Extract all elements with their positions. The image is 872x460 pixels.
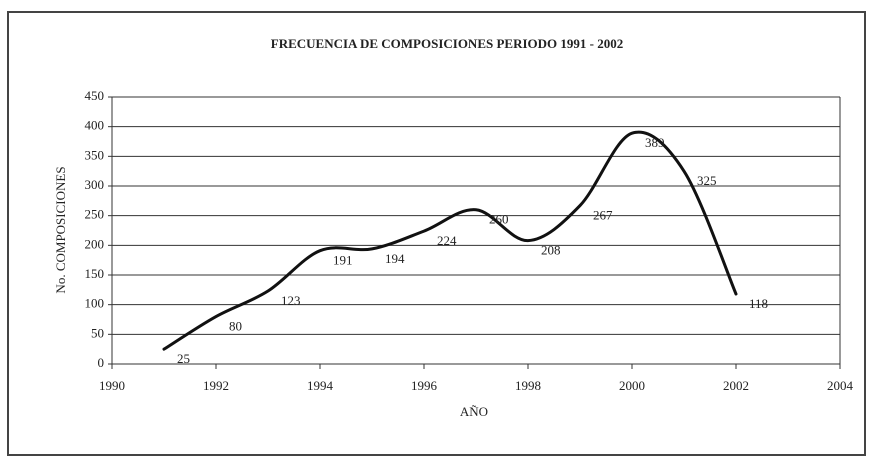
x-tick-label: 1998 — [515, 378, 541, 393]
y-tick-label: 300 — [85, 177, 105, 192]
y-tick-label: 450 — [85, 88, 105, 103]
x-tick-label: 2004 — [827, 378, 854, 393]
x-tick-label: 1994 — [307, 378, 334, 393]
x-tick-label: 1992 — [203, 378, 229, 393]
data-label: 208 — [541, 243, 561, 258]
y-tick-label: 350 — [85, 147, 105, 162]
x-tick-label: 1996 — [411, 378, 438, 393]
data-label: 118 — [749, 296, 768, 311]
y-tick-label: 400 — [85, 118, 105, 133]
y-tick-label: 250 — [85, 207, 105, 222]
data-label: 325 — [697, 173, 717, 188]
x-tick-label: 2000 — [619, 378, 645, 393]
y-tick-label: 0 — [98, 355, 105, 370]
data-line — [162, 130, 738, 351]
data-label: 80 — [229, 319, 242, 334]
data-label: 25 — [177, 351, 190, 366]
chart-border — [7, 11, 866, 456]
data-label: 123 — [281, 293, 301, 308]
y-axis-label: No. COMPOSICIONES — [53, 166, 68, 293]
x-tick-label: 1990 — [99, 378, 125, 393]
y-tick-label: 50 — [91, 325, 104, 340]
data-label: 194 — [385, 251, 405, 266]
chart-title: FRECUENCIA DE COMPOSICIONES PERIODO 1991… — [271, 36, 623, 51]
data-label: 191 — [333, 253, 353, 268]
data-label: 267 — [593, 208, 613, 223]
y-tick-label: 200 — [85, 236, 105, 251]
data-label: 389 — [645, 135, 665, 150]
data-label: 224 — [437, 233, 457, 248]
data-label: 260 — [489, 212, 509, 227]
y-tick-label: 150 — [85, 266, 105, 281]
y-tick-label: 100 — [85, 296, 105, 311]
x-tick-label: 2002 — [723, 378, 749, 393]
x-axis-label: AÑO — [460, 404, 488, 419]
